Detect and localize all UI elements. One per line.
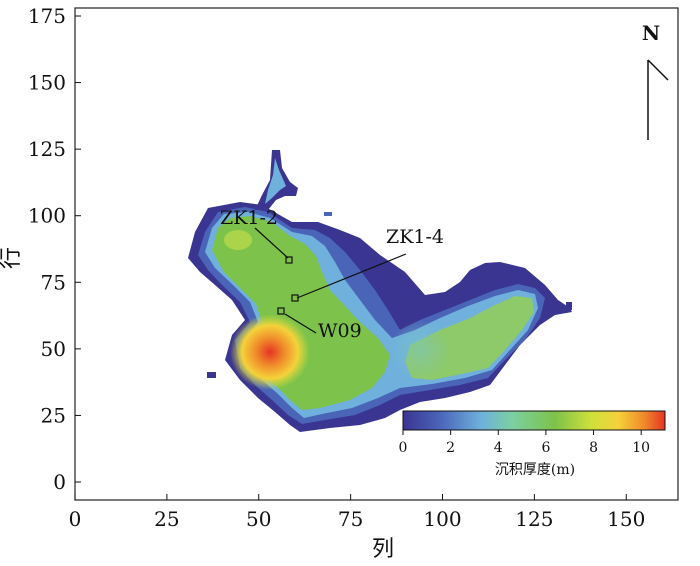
north-arrow: N	[642, 21, 669, 140]
colorbar-title: 沉积厚度(m)	[495, 462, 575, 478]
x-tick-label: 25	[154, 507, 179, 531]
colorbar-tick-label: 2	[446, 440, 455, 456]
y-tick-label: 175	[28, 4, 66, 28]
colorbar: 0 2 4 6 8 10 沉积厚度(m)	[399, 410, 666, 478]
north-channel-cyan	[265, 158, 286, 204]
north-arrow-label: N	[642, 21, 660, 45]
spot-sw	[207, 372, 216, 378]
plot-frame	[74, 7, 679, 501]
x-tick-label: 50	[246, 507, 271, 531]
colorbar-tick-label: 6	[541, 440, 550, 456]
x-tick-label: 150	[607, 507, 645, 531]
x-tick-label: 100	[423, 507, 461, 531]
well-label-zk1-4: ZK1-4	[386, 226, 444, 248]
spot-n	[324, 212, 332, 216]
w09-leader	[284, 313, 317, 334]
colorbar-tick-label: 8	[589, 440, 598, 456]
well-label-w09: W09	[318, 320, 362, 342]
colorbar-tick-label: 0	[399, 440, 408, 456]
spot-e	[566, 302, 572, 310]
x-tick-label: 125	[515, 507, 553, 531]
y-tick-label: 150	[28, 71, 66, 95]
x-tick-label: 0	[69, 507, 82, 531]
zk1-4-marker[interactable]	[291, 294, 299, 302]
zk1-4-leader	[296, 253, 407, 299]
colorbar-tick-label: 10	[632, 440, 650, 456]
y-axis-title: 行	[0, 247, 24, 269]
y-tick-label: 125	[28, 137, 66, 161]
zk1-2-leader	[254, 227, 289, 259]
x-tick-label: 75	[338, 507, 363, 531]
colorbar-ramp	[402, 410, 666, 431]
thickness-field	[188, 150, 572, 432]
colorbar-tick-label: 4	[494, 440, 503, 456]
y-tick-label: 75	[41, 270, 66, 294]
well-annotations: ZK1-2 ZK1-4 W09	[220, 207, 444, 342]
nw-patch	[224, 230, 252, 250]
y-tick-label: 25	[41, 403, 66, 427]
north-arrow-head	[647, 59, 669, 81]
w09-marker[interactable]	[277, 307, 285, 315]
y-tick-label: 100	[28, 204, 66, 228]
well-label-zk1-2: ZK1-2	[220, 207, 278, 229]
hotspot	[230, 314, 310, 390]
y-tick-label: 0	[53, 470, 66, 494]
x-axis-title: 列	[372, 537, 394, 562]
y-tick-label: 50	[41, 337, 66, 361]
zk1-2-marker[interactable]	[285, 256, 293, 264]
east-lobe-blend	[390, 320, 450, 380]
